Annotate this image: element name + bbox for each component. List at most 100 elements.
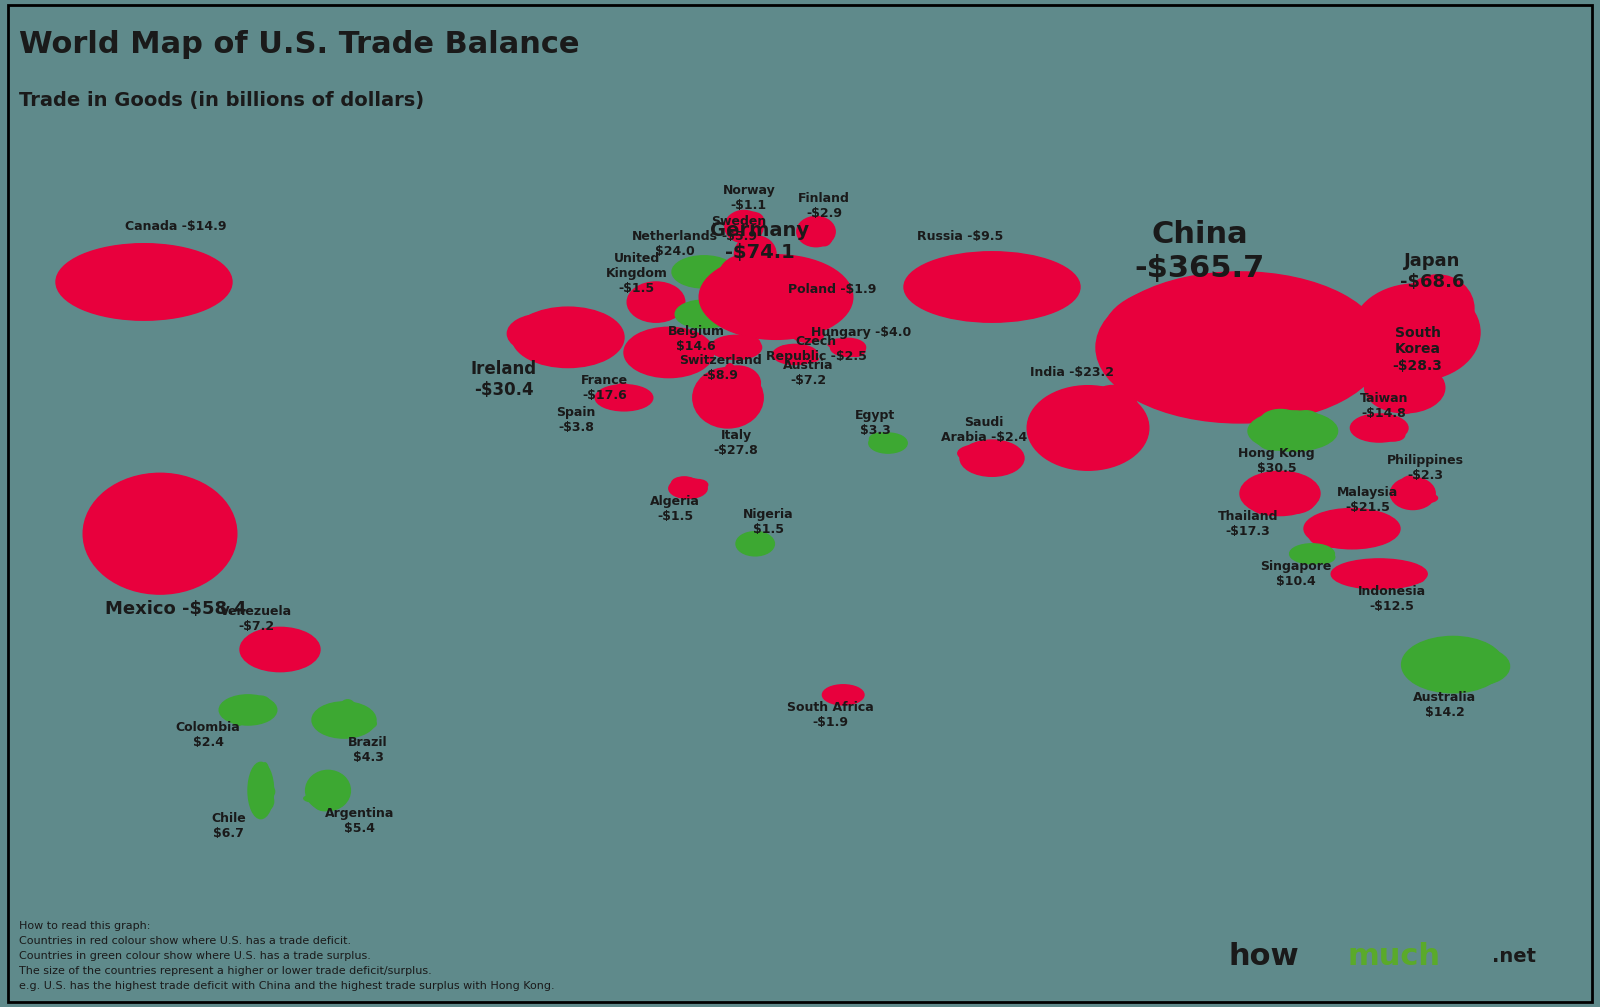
Text: Finland
-$2.9: Finland -$2.9 <box>798 192 850 221</box>
Ellipse shape <box>1258 430 1291 450</box>
Ellipse shape <box>326 715 360 732</box>
Ellipse shape <box>958 445 998 462</box>
Ellipse shape <box>934 258 994 303</box>
Ellipse shape <box>778 345 794 359</box>
Ellipse shape <box>830 339 850 348</box>
Text: Indonesia
-$12.5: Indonesia -$12.5 <box>1358 585 1426 613</box>
Ellipse shape <box>1331 559 1427 589</box>
Text: Taiwan
-$14.8: Taiwan -$14.8 <box>1360 392 1408 420</box>
Ellipse shape <box>282 638 307 661</box>
Ellipse shape <box>253 696 270 711</box>
Ellipse shape <box>674 484 701 494</box>
Ellipse shape <box>869 433 891 445</box>
Text: Italy
-$27.8: Italy -$27.8 <box>714 429 758 457</box>
Ellipse shape <box>976 442 1003 467</box>
Ellipse shape <box>637 292 666 300</box>
Ellipse shape <box>1389 372 1416 382</box>
Ellipse shape <box>744 547 760 552</box>
Ellipse shape <box>1045 410 1109 436</box>
Ellipse shape <box>802 233 824 239</box>
Ellipse shape <box>632 336 686 357</box>
Ellipse shape <box>715 366 760 400</box>
Ellipse shape <box>891 440 902 447</box>
Text: Australia
$14.2: Australia $14.2 <box>1413 691 1477 719</box>
Ellipse shape <box>611 395 642 408</box>
Text: Hong Kong
$30.5: Hong Kong $30.5 <box>1238 447 1315 475</box>
Ellipse shape <box>339 717 376 730</box>
Ellipse shape <box>1373 565 1416 584</box>
Ellipse shape <box>795 334 810 339</box>
Ellipse shape <box>675 300 733 328</box>
Ellipse shape <box>1344 526 1381 541</box>
Ellipse shape <box>1445 648 1509 685</box>
Ellipse shape <box>507 314 576 353</box>
Ellipse shape <box>960 440 1024 476</box>
Ellipse shape <box>267 642 302 662</box>
Text: India -$23.2: India -$23.2 <box>1030 367 1114 379</box>
Ellipse shape <box>760 537 768 551</box>
Ellipse shape <box>968 256 1061 297</box>
Text: Belgium
$14.6: Belgium $14.6 <box>667 325 725 353</box>
Ellipse shape <box>227 698 258 707</box>
Ellipse shape <box>904 252 1080 322</box>
Ellipse shape <box>1061 431 1094 456</box>
Ellipse shape <box>797 330 805 339</box>
Ellipse shape <box>629 297 664 307</box>
Ellipse shape <box>1278 304 1342 369</box>
Ellipse shape <box>742 212 763 229</box>
Ellipse shape <box>826 691 848 695</box>
Text: Norway
-$1.1: Norway -$1.1 <box>723 184 774 212</box>
Ellipse shape <box>1251 491 1291 513</box>
Text: United
Kingdom
-$1.5: United Kingdom -$1.5 <box>606 253 667 295</box>
Ellipse shape <box>638 301 661 319</box>
Ellipse shape <box>1291 411 1322 434</box>
Ellipse shape <box>688 479 707 490</box>
Text: Russia -$9.5: Russia -$9.5 <box>917 231 1003 243</box>
Text: World Map of U.S. Trade Balance: World Map of U.S. Trade Balance <box>19 30 579 59</box>
Ellipse shape <box>814 300 838 313</box>
Ellipse shape <box>846 344 866 356</box>
Ellipse shape <box>240 627 320 672</box>
Text: Brazil
$4.3: Brazil $4.3 <box>349 736 387 764</box>
Ellipse shape <box>666 347 686 377</box>
Ellipse shape <box>986 259 1048 288</box>
Ellipse shape <box>824 301 840 308</box>
Ellipse shape <box>1256 480 1277 498</box>
Ellipse shape <box>712 384 752 421</box>
Ellipse shape <box>725 210 763 243</box>
Ellipse shape <box>312 702 376 738</box>
Ellipse shape <box>1381 429 1405 441</box>
Text: Germany
-$74.1: Germany -$74.1 <box>710 222 810 262</box>
Ellipse shape <box>768 305 805 328</box>
Ellipse shape <box>219 695 277 725</box>
Ellipse shape <box>1178 279 1291 357</box>
Ellipse shape <box>614 384 630 401</box>
Text: Algeria
-$1.5: Algeria -$1.5 <box>650 494 701 523</box>
Text: Ireland
-$30.4: Ireland -$30.4 <box>470 361 538 399</box>
Ellipse shape <box>549 326 594 350</box>
Text: how: how <box>1229 943 1299 971</box>
Ellipse shape <box>304 795 333 803</box>
Ellipse shape <box>325 785 341 800</box>
Ellipse shape <box>651 296 667 317</box>
Ellipse shape <box>752 541 770 549</box>
Ellipse shape <box>1376 428 1405 435</box>
Ellipse shape <box>1411 310 1446 340</box>
Text: Singapore
$10.4: Singapore $10.4 <box>1261 560 1331 588</box>
Ellipse shape <box>736 221 757 241</box>
Ellipse shape <box>1416 649 1469 684</box>
Ellipse shape <box>726 222 750 236</box>
Text: Japan
-$68.6: Japan -$68.6 <box>1400 253 1464 291</box>
Text: Poland -$1.9: Poland -$1.9 <box>787 283 877 295</box>
Ellipse shape <box>312 785 336 811</box>
Ellipse shape <box>688 258 712 278</box>
Ellipse shape <box>629 342 672 358</box>
Ellipse shape <box>803 297 845 317</box>
Ellipse shape <box>1413 484 1426 500</box>
Ellipse shape <box>1053 399 1088 455</box>
Ellipse shape <box>773 344 818 365</box>
Ellipse shape <box>797 347 808 357</box>
Ellipse shape <box>1350 414 1408 442</box>
Text: South
Korea
-$28.3: South Korea -$28.3 <box>1392 326 1443 373</box>
Ellipse shape <box>1261 410 1301 433</box>
